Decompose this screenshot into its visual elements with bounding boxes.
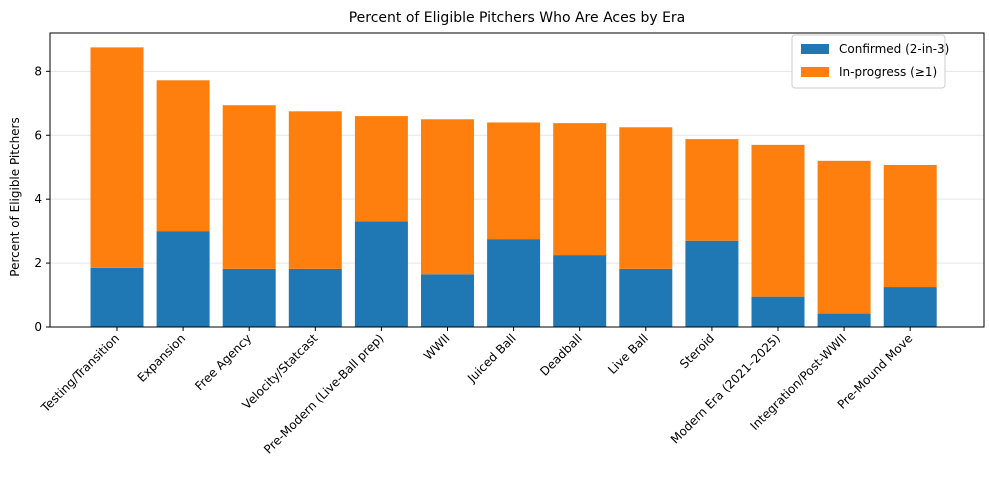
plot-frame [49,32,985,328]
bar-confirmed [421,274,474,327]
bar-confirmed [156,231,210,327]
bar-confirmed [619,268,673,327]
bar-confirmed [685,240,739,327]
y-tick-label: 4 [34,192,42,206]
bar-in-progress [487,122,541,240]
bar-in-progress [817,160,871,314]
bar-confirmed [883,287,937,327]
bar-in-progress [288,111,342,269]
y-tick-label: 0 [34,320,42,334]
bar-confirmed [817,313,871,327]
y-axis-label: Percent of Eligible Pitchers [8,117,22,276]
bar-in-progress [354,116,408,222]
bar-in-progress [619,127,673,269]
bar-confirmed [90,267,144,327]
y-tick-label: 6 [34,128,42,142]
bar-in-progress [90,47,144,268]
y-tick-label: 8 [34,64,42,78]
bar-confirmed [222,268,276,327]
y-tick-label: 2 [34,256,42,270]
bar-in-progress [553,123,607,256]
bar-confirmed [751,296,805,327]
legend-swatch-in-progress [801,67,829,77]
bar-in-progress [685,139,739,241]
legend-swatch-confirmed [801,44,829,54]
bar-in-progress [222,105,276,269]
bar-in-progress [156,80,210,232]
legend-frame [791,34,946,89]
chart-title: Percent of Eligible Pitchers Who Are Ace… [349,10,686,26]
bar-confirmed [354,221,408,327]
legend-label-in-progress: In-progress (≥1) [839,65,937,79]
legend-label-confirmed: Confirmed (2-in-3) [839,42,949,56]
bar-in-progress [421,119,474,275]
legend: Confirmed (2-in-3) In-progress (≥1) [791,34,949,89]
bar-in-progress [751,144,805,297]
bar-confirmed [288,268,342,327]
bar-confirmed [553,255,607,327]
bar-confirmed [487,239,541,327]
bar-in-progress [883,164,937,288]
bars-layer [90,47,937,327]
